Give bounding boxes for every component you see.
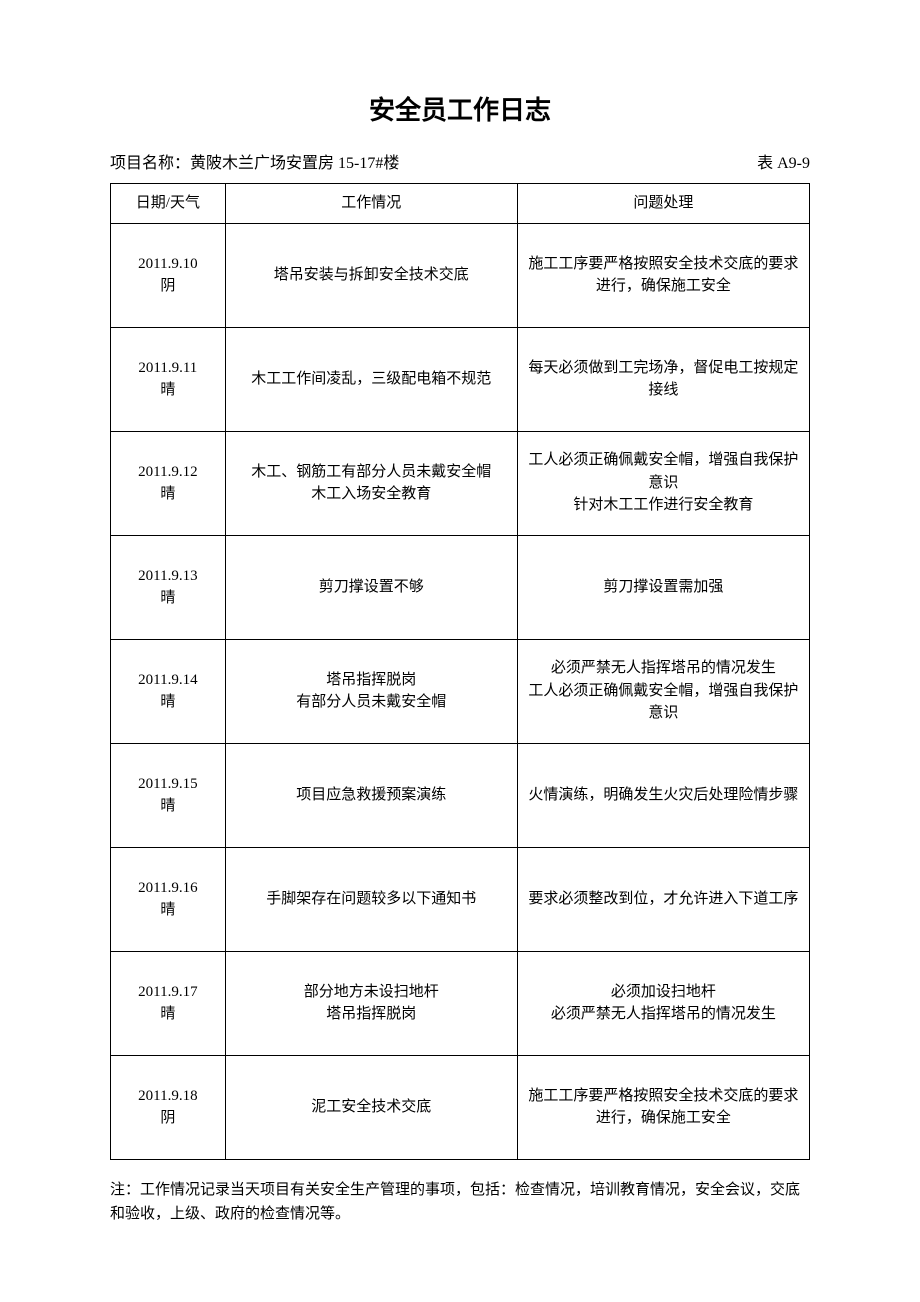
table-row: 2011.9.11 晴 木工工作间凌乱，三级配电箱不规范 每天必须做到工完场净，… xyxy=(111,327,810,431)
cell-issue: 工人必须正确佩戴安全帽，增强自我保护意识 针对木工工作进行安全教育 xyxy=(517,431,809,535)
cell-work: 塔吊安装与拆卸安全技术交底 xyxy=(225,223,517,327)
cell-date: 2011.9.14 晴 xyxy=(111,639,226,743)
table-row: 2011.9.17 晴 部分地方未设扫地杆 塔吊指挥脱岗 必须加设扫地杆 必须严… xyxy=(111,951,810,1055)
cell-date: 2011.9.18 阴 xyxy=(111,1055,226,1159)
table-id: 表 A9-9 xyxy=(757,149,810,173)
header-row: 项目名称：黄陂木兰广场安置房 15-17#楼 表 A9-9 xyxy=(110,149,810,173)
table-row: 2011.9.15 晴 项目应急救援预案演练 火情演练，明确发生火灾后处理险情步… xyxy=(111,743,810,847)
cell-issue: 必须加设扫地杆 必须严禁无人指挥塔吊的情况发生 xyxy=(517,951,809,1055)
col-header-issue: 问题处理 xyxy=(517,184,809,224)
cell-work: 剪刀撑设置不够 xyxy=(225,535,517,639)
table-row: 2011.9.18 阴 泥工安全技术交底 施工工序要严格按照安全技术交底的要求进… xyxy=(111,1055,810,1159)
cell-issue: 每天必须做到工完场净，督促电工按规定接线 xyxy=(517,327,809,431)
col-header-work: 工作情况 xyxy=(225,184,517,224)
table-row: 2011.9.10 阴 塔吊安装与拆卸安全技术交底 施工工序要严格按照安全技术交… xyxy=(111,223,810,327)
cell-work: 木工工作间凌乱，三级配电箱不规范 xyxy=(225,327,517,431)
table-body: 2011.9.10 阴 塔吊安装与拆卸安全技术交底 施工工序要严格按照安全技术交… xyxy=(111,223,810,1159)
cell-issue: 要求必须整改到位，才允许进入下道工序 xyxy=(517,847,809,951)
col-header-date: 日期/天气 xyxy=(111,184,226,224)
table-row: 2011.9.16 晴 手脚架存在问题较多以下通知书 要求必须整改到位，才允许进… xyxy=(111,847,810,951)
cell-issue: 施工工序要严格按照安全技术交底的要求进行，确保施工安全 xyxy=(517,223,809,327)
cell-work: 木工、钢筋工有部分人员未戴安全帽 木工入场安全教育 xyxy=(225,431,517,535)
cell-date: 2011.9.15 晴 xyxy=(111,743,226,847)
cell-work: 塔吊指挥脱岗 有部分人员未戴安全帽 xyxy=(225,639,517,743)
project-name: 项目名称：黄陂木兰广场安置房 15-17#楼 xyxy=(110,149,399,173)
log-table: 日期/天气 工作情况 问题处理 2011.9.10 阴 塔吊安装与拆卸安全技术交… xyxy=(110,183,810,1160)
page-title: 安全员工作日志 xyxy=(110,90,810,127)
cell-date: 2011.9.13 晴 xyxy=(111,535,226,639)
cell-date: 2011.9.12 晴 xyxy=(111,431,226,535)
cell-issue: 施工工序要严格按照安全技术交底的要求进行，确保施工安全 xyxy=(517,1055,809,1159)
cell-date: 2011.9.16 晴 xyxy=(111,847,226,951)
footnote: 注：工作情况记录当天项目有关安全生产管理的事项，包括：检查情况，培训教育情况，安… xyxy=(110,1178,810,1226)
cell-work: 手脚架存在问题较多以下通知书 xyxy=(225,847,517,951)
project-label: 项目名称： xyxy=(110,155,190,172)
table-header-row: 日期/天气 工作情况 问题处理 xyxy=(111,184,810,224)
cell-date: 2011.9.17 晴 xyxy=(111,951,226,1055)
table-row: 2011.9.14 晴 塔吊指挥脱岗 有部分人员未戴安全帽 必须严禁无人指挥塔吊… xyxy=(111,639,810,743)
cell-work: 项目应急救援预案演练 xyxy=(225,743,517,847)
cell-date: 2011.9.11 晴 xyxy=(111,327,226,431)
cell-issue: 火情演练，明确发生火灾后处理险情步骤 xyxy=(517,743,809,847)
cell-issue: 必须严禁无人指挥塔吊的情况发生 工人必须正确佩戴安全帽，增强自我保护意识 xyxy=(517,639,809,743)
cell-date: 2011.9.10 阴 xyxy=(111,223,226,327)
cell-issue: 剪刀撑设置需加强 xyxy=(517,535,809,639)
cell-work: 泥工安全技术交底 xyxy=(225,1055,517,1159)
project-value: 黄陂木兰广场安置房 15-17#楼 xyxy=(190,155,399,172)
cell-work: 部分地方未设扫地杆 塔吊指挥脱岗 xyxy=(225,951,517,1055)
table-row: 2011.9.13 晴 剪刀撑设置不够 剪刀撑设置需加强 xyxy=(111,535,810,639)
table-row: 2011.9.12 晴 木工、钢筋工有部分人员未戴安全帽 木工入场安全教育 工人… xyxy=(111,431,810,535)
